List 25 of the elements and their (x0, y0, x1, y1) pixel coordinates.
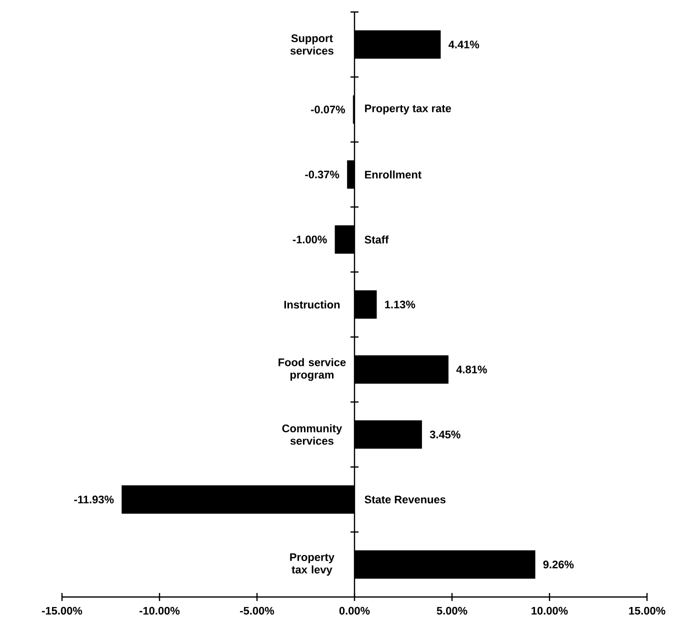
y-tick-label: Property tax rate (365, 104, 452, 114)
x-tick-label: 10.00% (532, 606, 568, 615)
data-label: 1.13% (385, 300, 416, 308)
data-label: -1.00% (292, 236, 327, 244)
data-label: 3.45% (430, 430, 460, 438)
y-tick-label: State Revenues (364, 496, 446, 504)
data-label: 4.41% (448, 40, 480, 48)
x-tick-label: 15.00% (629, 606, 666, 615)
y-tick-label: Staff (364, 235, 389, 244)
data-label: -0.37% (305, 170, 340, 178)
y-tick-label: Enrollment (365, 170, 422, 179)
x-tick-label: -5.00% (240, 606, 274, 615)
data-label: -11.93% (74, 496, 114, 504)
x-tick-label: 0.00% (339, 606, 370, 615)
y-tick-label: Support services (290, 34, 334, 55)
data-label: 9.26% (543, 560, 574, 568)
x-tick-label: -15.00% (42, 606, 82, 615)
x-tick-label: 5.00% (436, 606, 468, 615)
data-label: -0.07% (311, 106, 346, 114)
y-tick-label: Community services (282, 424, 342, 445)
y-tick-label: Property tax levy (290, 553, 334, 576)
y-tick-label: Food service program (278, 358, 346, 381)
x-tick-label: -10.00% (140, 606, 180, 615)
y-tick-label: Instruction (284, 300, 340, 309)
data-label: 4.81% (456, 366, 487, 374)
